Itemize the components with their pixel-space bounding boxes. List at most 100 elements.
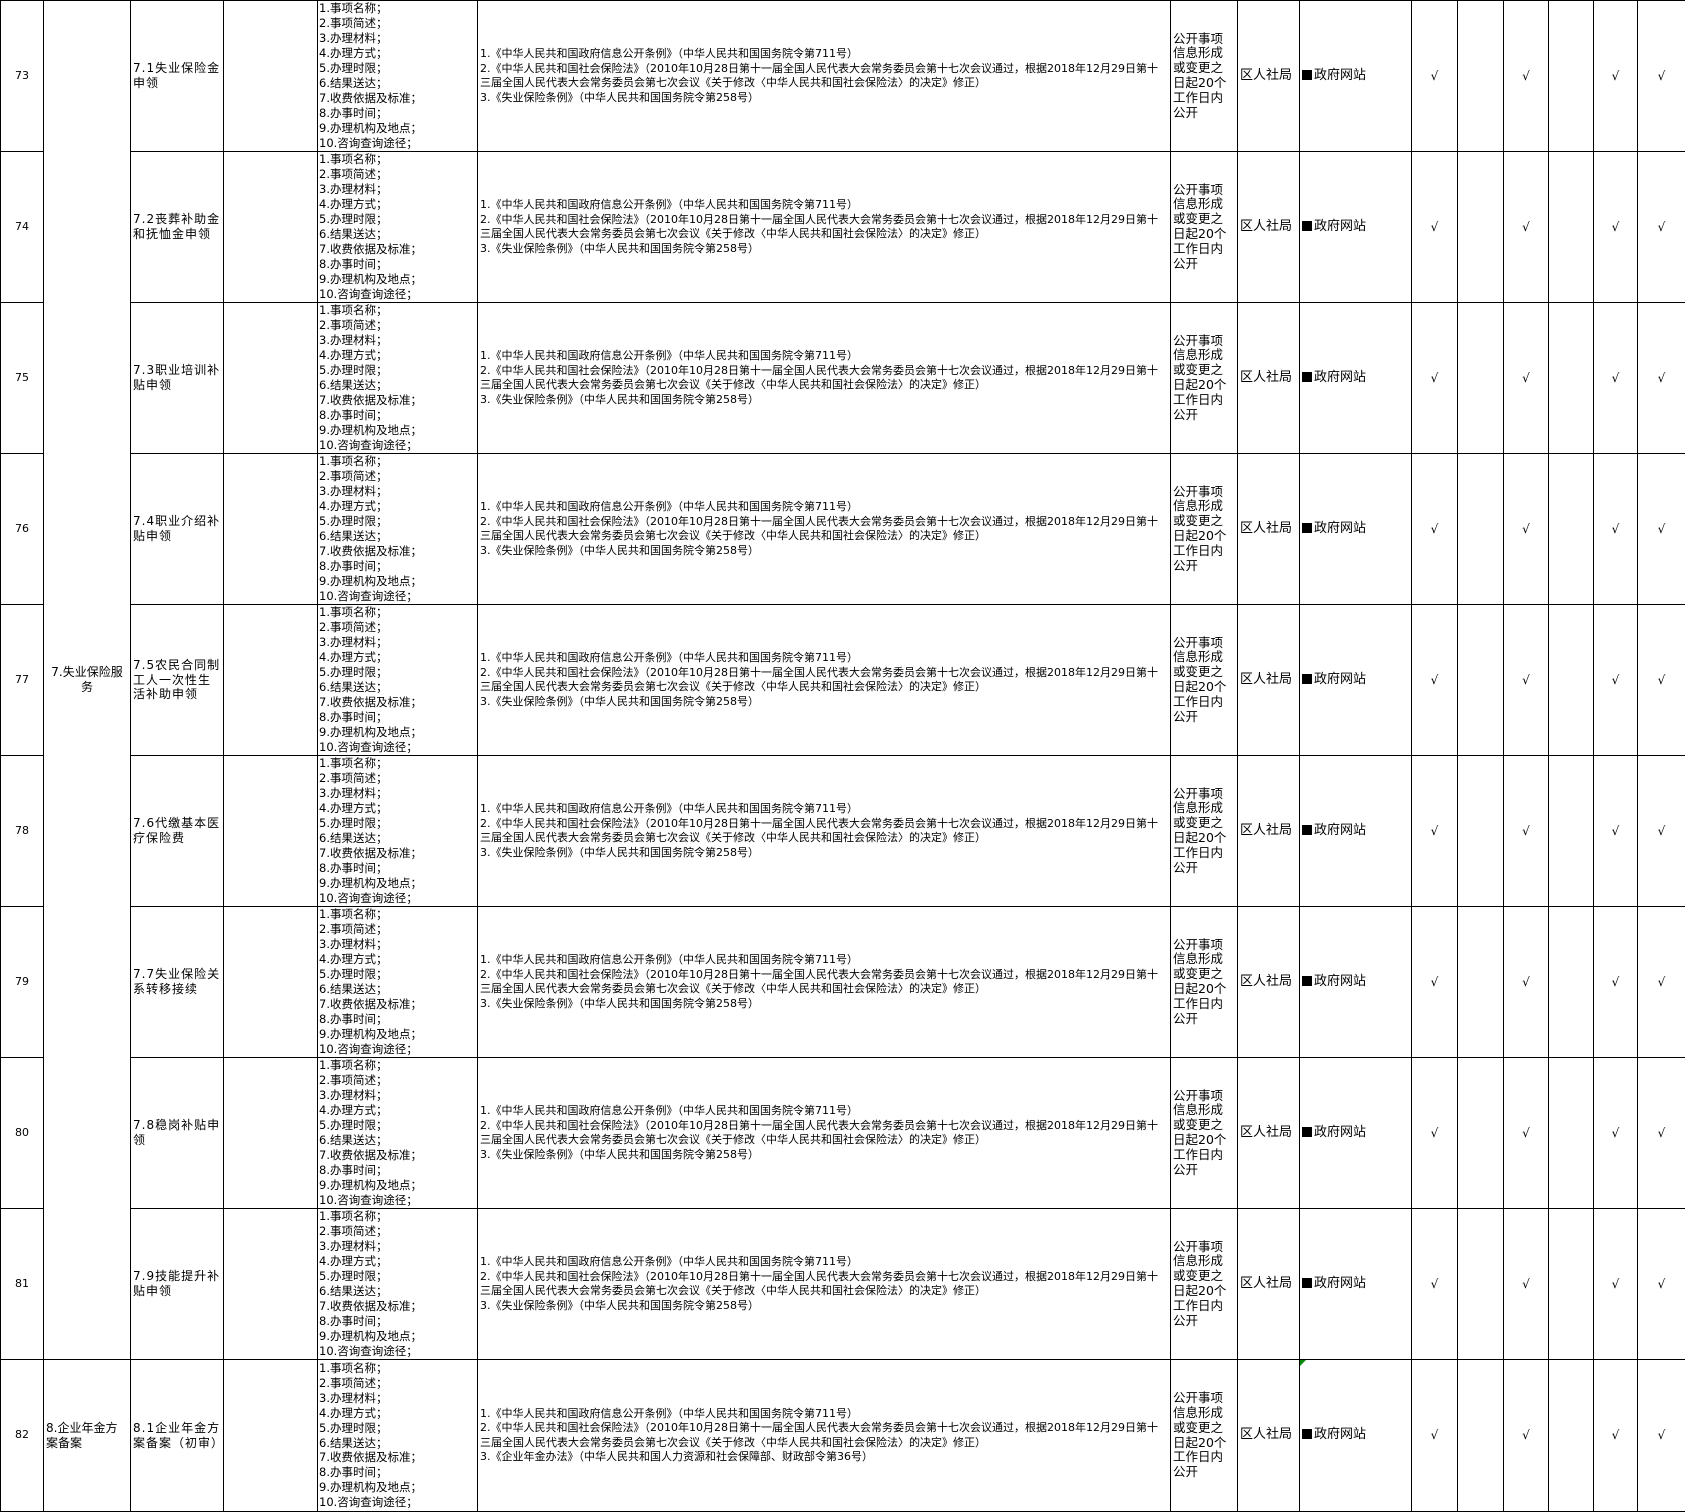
channel-cell: 政府网站 — [1300, 1, 1412, 152]
check-cell — [1458, 756, 1504, 907]
department-cell: 区人社局 — [1238, 152, 1300, 303]
legal-basis-item: 3.《失业保险条例》（中华人民共和国国务院令第258号） — [480, 1148, 1168, 1163]
check-icon: √ — [1522, 522, 1530, 536]
content-list-item: 2.事项简述； — [319, 167, 475, 182]
content-list-item: 5.办理时限； — [319, 1118, 475, 1133]
check-cell — [1549, 1058, 1594, 1209]
legal-basis-item: 3.《失业保险条例》（中华人民共和国国务院令第258号） — [480, 393, 1168, 408]
check-cell — [1549, 907, 1594, 1058]
check-icon: √ — [1658, 69, 1666, 83]
content-list-cell: 1.事项名称；2.事项简述；3.办理材料；4.办理方式；5.办理时限；6.结果送… — [318, 1209, 478, 1360]
content-list-item: 7.收费依据及标准； — [319, 393, 475, 408]
content-list-cell: 1.事项名称；2.事项简述；3.办理材料；4.办理方式；5.办理时限；6.结果送… — [318, 152, 478, 303]
content-list-item: 10.咨询查询途径； — [319, 438, 475, 453]
check-icon: √ — [1612, 1126, 1620, 1140]
row-number: 77 — [1, 605, 44, 756]
check-icon: √ — [1658, 1126, 1666, 1140]
check-icon: √ — [1658, 371, 1666, 385]
square-bullet-icon — [1302, 372, 1312, 382]
content-list-cell: 1.事项名称；2.事项简述；3.办理材料；4.办理方式；5.办理时限；6.结果送… — [318, 756, 478, 907]
content-list-cell: 1.事项名称；2.事项简述；3.办理材料；4.办理方式；5.办理时限；6.结果送… — [318, 605, 478, 756]
content-list-item: 1.事项名称； — [319, 907, 475, 922]
content-list-item: 9.办理机构及地点； — [319, 1027, 475, 1042]
check-cell — [1458, 454, 1504, 605]
content-list-item: 10.咨询查询途径； — [319, 589, 475, 604]
content-list-item: 8.办事时间； — [319, 710, 475, 725]
row-number: 82 — [1, 1360, 44, 1512]
channel-cell: 政府网站 — [1300, 1360, 1412, 1512]
check-icon: √ — [1658, 673, 1666, 687]
legal-basis-item: 1.《中华人民共和国政府信息公开条例》（中华人民共和国国务院令第711号） — [480, 802, 1168, 817]
check-cell: √ — [1412, 605, 1458, 756]
check-cell — [1549, 303, 1594, 454]
check-icon: √ — [1431, 69, 1439, 83]
legal-basis-item: 2.《中华人民共和国社会保险法》（2010年10月28日第十一届全国人民代表大会… — [480, 666, 1168, 695]
check-cell: √ — [1638, 1058, 1685, 1209]
check-cell — [1549, 605, 1594, 756]
check-cell: √ — [1412, 1209, 1458, 1360]
empty-cell — [224, 1, 318, 152]
empty-cell — [224, 1209, 318, 1360]
check-cell — [1549, 756, 1594, 907]
square-bullet-icon — [1302, 1278, 1312, 1288]
content-list-item: 10.咨询查询途径； — [319, 1344, 475, 1359]
check-cell: √ — [1504, 152, 1549, 303]
content-list-item: 1.事项名称； — [319, 605, 475, 620]
legal-basis-item: 2.《中华人民共和国社会保险法》（2010年10月28日第十一届全国人民代表大会… — [480, 1421, 1168, 1450]
content-list-item: 8.办事时间； — [319, 861, 475, 876]
check-cell: √ — [1504, 1058, 1549, 1209]
content-list-item: 7.收费依据及标准； — [319, 1148, 475, 1163]
empty-cell — [224, 1058, 318, 1209]
content-list-item: 6.结果送达； — [319, 1133, 475, 1148]
item-name-cell: 7.2丧葬补助金和抚恤金申领 — [131, 152, 224, 303]
legal-basis-item: 3.《失业保险条例》（中华人民共和国国务院令第258号） — [480, 1299, 1168, 1314]
legal-basis-item: 3.《失业保险条例》（中华人民共和国国务院令第258号） — [480, 846, 1168, 861]
item-name-cell: 7.4职业介绍补贴申领 — [131, 454, 224, 605]
check-icon: √ — [1522, 1277, 1530, 1291]
check-cell: √ — [1594, 756, 1638, 907]
check-cell: √ — [1638, 1, 1685, 152]
content-list-item: 8.办事时间； — [319, 408, 475, 423]
check-icon: √ — [1431, 371, 1439, 385]
time-limit-cell: 公开事项信息形成或变更之日起20个工作日内公开 — [1171, 303, 1238, 454]
department-cell: 区人社局 — [1238, 1, 1300, 152]
legal-basis-item: 3.《失业保险条例》（中华人民共和国国务院令第258号） — [480, 91, 1168, 106]
check-icon: √ — [1612, 975, 1620, 989]
content-list-item: 1.事项名称； — [319, 756, 475, 771]
department-cell: 区人社局 — [1238, 756, 1300, 907]
check-icon: √ — [1522, 69, 1530, 83]
content-list-item: 6.结果送达； — [319, 529, 475, 544]
content-list-item: 7.收费依据及标准； — [319, 1450, 475, 1465]
department-cell: 区人社局 — [1238, 303, 1300, 454]
department-cell: 区人社局 — [1238, 907, 1300, 1058]
legal-basis-cell: 1.《中华人民共和国政府信息公开条例》（中华人民共和国国务院令第711号）2.《… — [478, 907, 1171, 1058]
content-list-item: 6.结果送达； — [319, 680, 475, 695]
row-number: 74 — [1, 152, 44, 303]
category-cell: 8.企业年金方案备案 — [44, 1360, 131, 1512]
check-icon: √ — [1431, 673, 1439, 687]
time-limit-cell: 公开事项信息形成或变更之日起20个工作日内公开 — [1171, 907, 1238, 1058]
check-icon: √ — [1522, 673, 1530, 687]
content-list-cell: 1.事项名称；2.事项简述；3.办理材料；4.办理方式；5.办理时限；6.结果送… — [318, 1360, 478, 1512]
content-list-item: 5.办理时限； — [319, 61, 475, 76]
empty-cell — [224, 1360, 318, 1512]
content-list-item: 3.办理材料； — [319, 635, 475, 650]
check-cell: √ — [1594, 1360, 1638, 1512]
row-number: 76 — [1, 454, 44, 605]
check-icon: √ — [1658, 220, 1666, 234]
check-cell: √ — [1412, 303, 1458, 454]
empty-cell — [224, 605, 318, 756]
check-icon: √ — [1612, 1428, 1620, 1442]
content-list-item: 9.办理机构及地点； — [319, 1329, 475, 1344]
channel-label: 政府网站 — [1314, 521, 1366, 536]
item-name-cell: 7.1失业保险金申领 — [131, 1, 224, 152]
channel-label: 政府网站 — [1314, 1125, 1366, 1140]
check-icon: √ — [1522, 975, 1530, 989]
content-list-item: 6.结果送达； — [319, 378, 475, 393]
content-list-item: 4.办理方式； — [319, 46, 475, 61]
content-list-item: 7.收费依据及标准； — [319, 997, 475, 1012]
content-list-item: 4.办理方式； — [319, 499, 475, 514]
content-list-item: 10.咨询查询途径； — [319, 1193, 475, 1208]
